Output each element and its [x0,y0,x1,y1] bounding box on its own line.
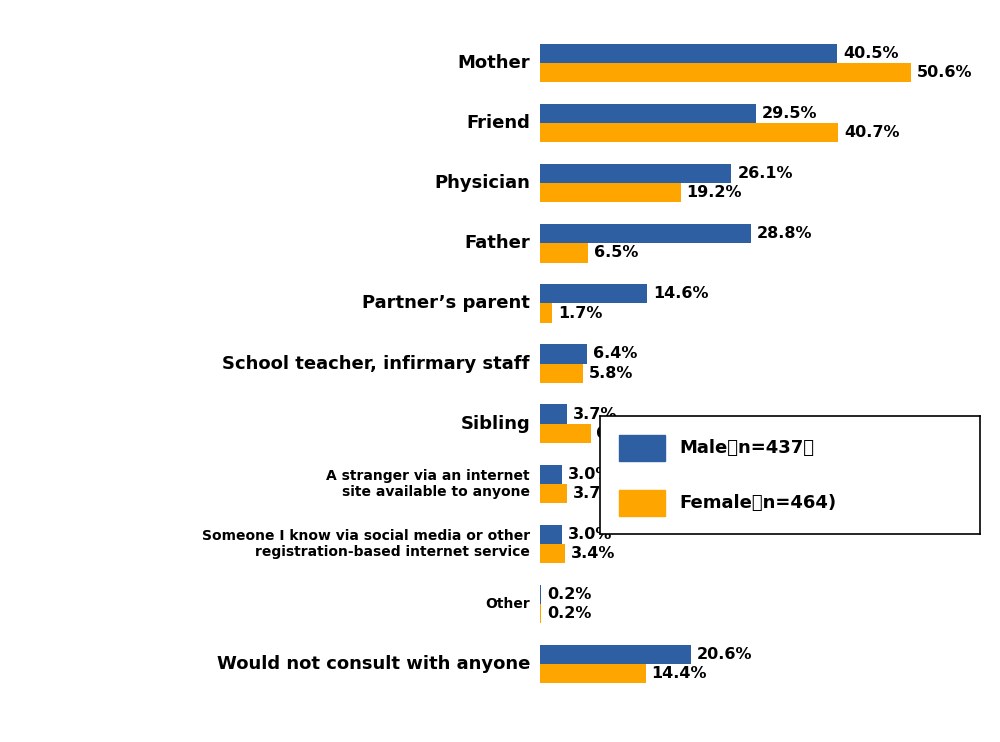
Text: 0.2%: 0.2% [547,587,592,602]
Text: 14.6%: 14.6% [653,286,708,301]
Text: Other: Other [485,597,530,611]
Bar [540,424,591,443]
Bar [540,544,565,563]
Bar [540,585,541,604]
Text: Female（n=464): Female（n=464) [680,494,837,513]
Text: 3.4%: 3.4% [571,546,615,561]
Text: 3.0%: 3.0% [568,467,612,482]
FancyBboxPatch shape [619,435,665,461]
Text: Friend: Friend [466,114,530,132]
Bar [540,164,731,183]
Text: 26.1%: 26.1% [737,166,793,181]
Text: 5.8%: 5.8% [588,366,633,381]
Text: 19.2%: 19.2% [687,186,742,200]
Bar [540,364,583,383]
Text: 40.5%: 40.5% [843,46,898,61]
Text: Male（n=437）: Male（n=437） [680,439,815,456]
Text: 1.7%: 1.7% [558,306,603,321]
Bar [540,604,541,623]
Text: 0.2%: 0.2% [547,606,592,621]
Text: Father: Father [464,234,530,252]
Bar [540,664,646,683]
Text: Partner’s parent: Partner’s parent [362,295,530,312]
Bar [540,464,562,484]
Text: 40.7%: 40.7% [844,125,900,140]
Text: A stranger via an internet
site available to anyone: A stranger via an internet site availabl… [326,469,530,499]
Text: 3.0%: 3.0% [568,527,612,542]
Text: Mother: Mother [457,54,530,72]
Bar [540,525,562,544]
Text: 20.6%: 20.6% [697,647,752,662]
Bar [540,44,837,63]
Bar [540,303,552,323]
Text: 6.4%: 6.4% [593,347,637,361]
Text: School teacher, infirmary staff: School teacher, infirmary staff [222,355,530,372]
Text: 28.8%: 28.8% [757,226,813,241]
Text: 3.7%: 3.7% [573,407,617,421]
Bar [540,484,567,503]
Bar [540,104,756,123]
Bar [540,243,588,263]
Text: Would not consult with anyone: Would not consult with anyone [217,655,530,673]
Bar [540,123,838,142]
Text: 14.4%: 14.4% [651,666,707,681]
Text: 3.7%: 3.7% [573,486,617,501]
Bar [540,183,681,203]
Text: Physician: Physician [434,174,530,192]
Text: 6.9%: 6.9% [596,426,641,441]
Text: 6.5%: 6.5% [594,246,638,260]
Text: Someone I know via social media or other
registration-based internet service: Someone I know via social media or other… [202,529,530,559]
Bar [540,63,911,82]
Text: 29.5%: 29.5% [762,106,818,121]
Bar [540,404,567,424]
Bar [540,284,647,303]
Bar [540,224,751,243]
Bar [540,645,691,664]
Bar [540,344,587,364]
Text: 50.6%: 50.6% [917,65,972,80]
Text: Sibling: Sibling [460,415,530,433]
FancyBboxPatch shape [619,490,665,516]
